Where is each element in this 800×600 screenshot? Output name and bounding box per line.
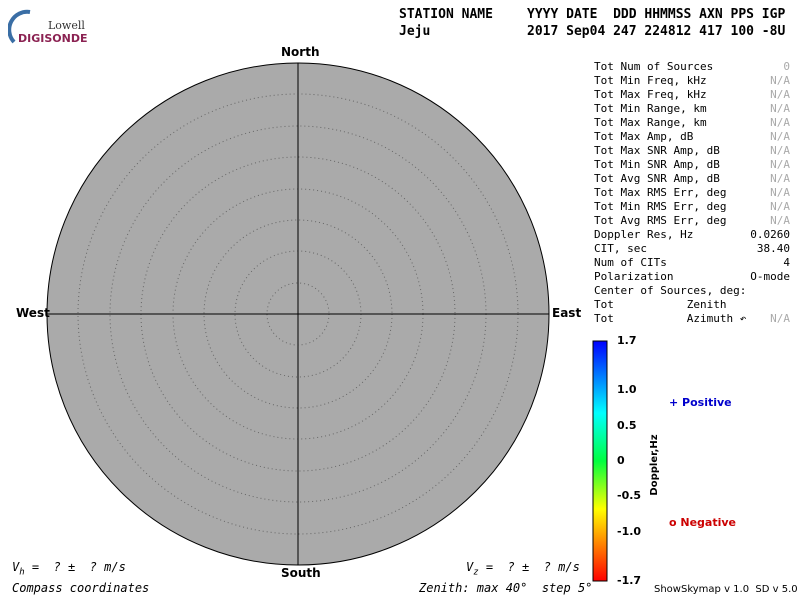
compass-label: West <box>16 306 50 320</box>
stat-value: 0 <box>783 60 790 73</box>
station: Jeju <box>399 24 431 39</box>
vz-rest: = ? ± ? m/s <box>478 560 580 574</box>
vz: Vz = ? ± ? m/s <box>466 560 580 577</box>
vh-sub: h <box>19 567 25 578</box>
stat-label: Tot Min Range, km <box>594 102 707 115</box>
logo: Lowell DIGISONDE <box>8 8 88 48</box>
header-label: YYYY DATE DDD HHMMSS AXN PPS IGP <box>527 7 786 22</box>
stat-label: Doppler Res, Hz <box>594 228 694 241</box>
stat-label: Tot Avg SNR Amp, dB <box>594 172 720 185</box>
legend-positive: + Positive <box>669 396 732 409</box>
stat-value: N/A <box>770 214 790 227</box>
stat-value: N/A <box>770 186 790 199</box>
stat-label: Center of Sources, deg: <box>594 284 747 297</box>
vz-v: V <box>466 560 474 574</box>
stat-label: Tot Max Amp, dB <box>594 130 694 143</box>
stat-value: N/A <box>770 144 790 157</box>
colorbar-tick-label: 0.5 <box>617 418 637 432</box>
stat-value: 4 <box>783 256 790 269</box>
stat-label: Polarization <box>594 270 674 283</box>
coords: Compass coordinates <box>12 581 150 595</box>
stat-value: O-mode <box>750 270 790 283</box>
stat-value: N/A <box>770 102 790 115</box>
logo-text: Lowell <box>48 19 85 32</box>
colorbar <box>592 340 608 582</box>
stat-label: Tot Max Freq, kHz <box>594 88 707 101</box>
stat-value: N/A <box>770 312 790 325</box>
colorbar-tick-label: -0.5 <box>617 489 642 503</box>
version: ShowSkymap v 1.0 SD v 5.0 <box>654 584 798 595</box>
stat-label: Tot Max RMS Err, deg <box>594 186 727 199</box>
stat-label: Tot Num of Sources <box>594 60 714 73</box>
vz-sub: z <box>473 567 479 578</box>
stat-label: Tot Azimuth ↶ <box>594 312 747 325</box>
stat-label: CIT, sec <box>594 242 647 255</box>
vh: Vh = ? ± ? m/s <box>12 560 126 577</box>
legend-negative: o Negative <box>669 516 737 529</box>
stat-label: Tot Min Freq, kHz <box>594 74 707 87</box>
stat-label: Tot Min SNR Amp, dB <box>594 158 720 171</box>
stat-label: Num of CITs <box>594 256 667 269</box>
colorbar-title: Doppler,Hz <box>649 434 660 495</box>
logo-text: DIGISONDE <box>18 32 88 45</box>
stat-label: Tot Max SNR Amp, dB <box>594 144 720 157</box>
vh-v: V <box>12 560 20 574</box>
stat-label: Tot Min RMS Err, deg <box>594 200 727 213</box>
stat-label: Tot Zenith <box>594 298 727 311</box>
compass-label: East <box>552 306 582 320</box>
header-values: 2017 Sep04 247 224812 417 100 -8U <box>527 24 786 39</box>
colorbar-tick-label: 0 <box>617 454 625 467</box>
stat-label: Tot Avg RMS Err, deg <box>594 214 727 227</box>
stat-value: 38.40 <box>756 242 790 255</box>
stat-value: N/A <box>770 172 790 185</box>
stat-value: N/A <box>770 158 790 171</box>
stat-value: N/A <box>770 74 790 87</box>
stat-value: N/A <box>770 116 790 129</box>
colorbar-tick-label: -1.0 <box>617 524 642 538</box>
colorbar-tick-label: 1.7 <box>617 334 637 347</box>
stat-value: 0.0260 <box>750 228 790 241</box>
zenith-info: Zenith: max 40° step 5° <box>419 581 593 595</box>
stat-value: N/A <box>770 130 790 143</box>
logo-arc <box>8 9 31 44</box>
vh-rest: = ? ± ? m/s <box>24 560 126 574</box>
stat-value: N/A <box>770 200 790 213</box>
compass-label: North <box>281 45 320 59</box>
colorbar-tick-label: 1.0 <box>617 383 637 397</box>
colorbar-tick-label: -1.7 <box>617 574 642 587</box>
stat-label: Tot Max Range, km <box>594 116 707 129</box>
header-label: STATION NAME <box>399 7 493 22</box>
compass-label: South <box>281 566 321 580</box>
stat-value: N/A <box>770 88 790 101</box>
